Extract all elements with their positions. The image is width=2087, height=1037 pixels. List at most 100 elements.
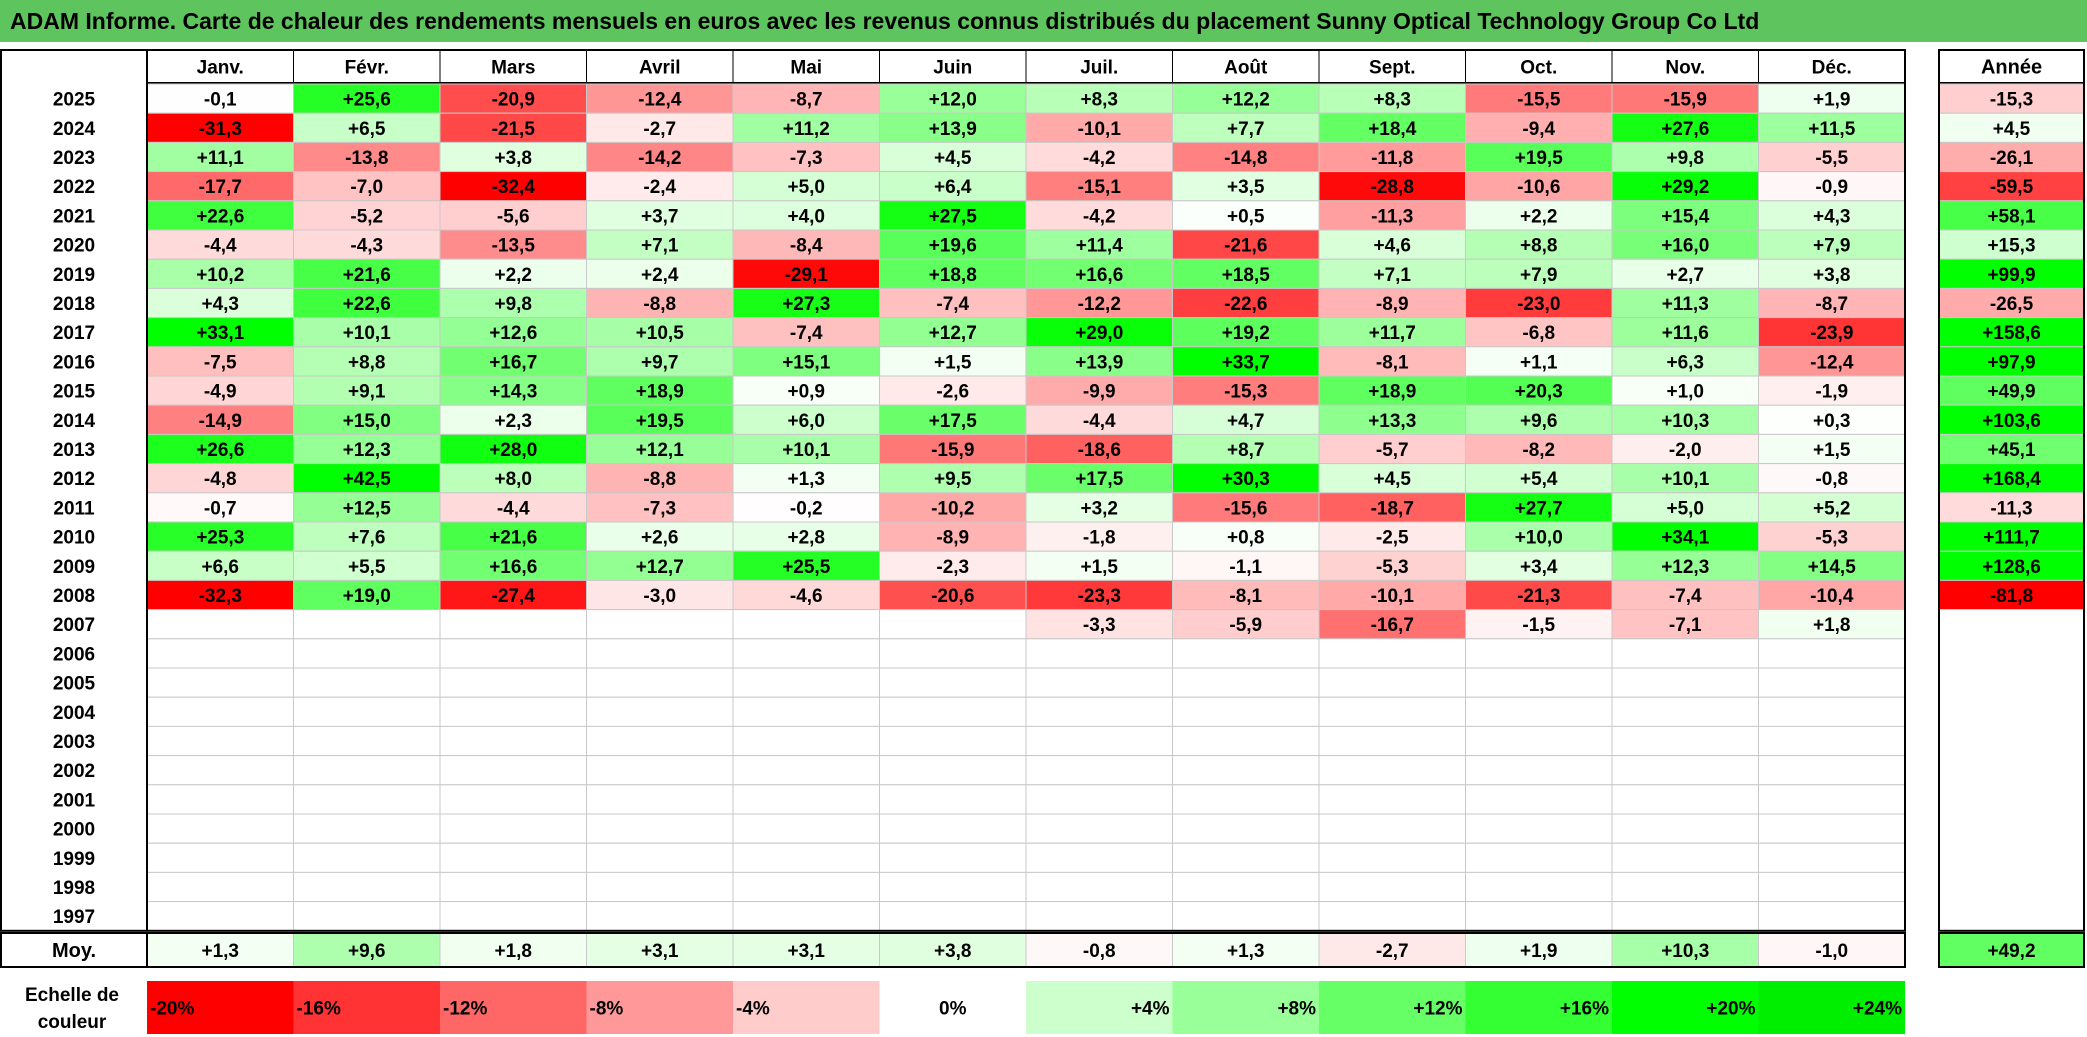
heat-cell — [586, 433, 734, 465]
year-label: 2023 — [53, 148, 95, 169]
scale-step-label: +8% — [1277, 999, 1316, 1020]
cell-value: -11,8 — [1371, 148, 1413, 169]
annual-value: +103,6 — [1982, 411, 2041, 432]
cell-value: +8,3 — [1080, 90, 1118, 111]
cell-value: +1,9 — [1813, 90, 1851, 111]
scale-swatch — [1319, 981, 1466, 1034]
heat-cell — [1611, 871, 1759, 903]
heat-cell — [1758, 901, 1906, 932]
heat-cell — [439, 638, 587, 669]
annual-header: Année — [1981, 57, 2042, 79]
cell-value: +2,6 — [641, 528, 679, 549]
heat-cell — [1611, 696, 1759, 727]
cell-value: +26,6 — [196, 440, 244, 461]
heat-cell — [1611, 258, 1759, 289]
cell-value: +30,3 — [1222, 469, 1270, 490]
heat-cell — [1758, 784, 1906, 815]
heat-cell — [293, 521, 441, 552]
year-label: 2006 — [53, 644, 95, 665]
heat-cell — [586, 784, 734, 815]
heat-cell — [586, 842, 734, 873]
heat-cell — [1025, 755, 1173, 786]
cell-value: +22,6 — [196, 206, 244, 227]
heat-cell — [1318, 346, 1466, 377]
heat-cell — [1318, 317, 1466, 348]
cell-value: -8,8 — [643, 469, 676, 490]
annual-cell — [1939, 872, 2084, 902]
heat-cell — [732, 667, 880, 698]
heat-cell — [879, 784, 1027, 815]
average-value: +1,9 — [1520, 941, 1558, 962]
heat-cell — [1318, 784, 1466, 815]
cell-value: +1,8 — [1813, 615, 1851, 636]
cell-value: -14,2 — [638, 148, 681, 169]
annual-cell — [1939, 726, 2084, 756]
heat-cell — [1172, 755, 1320, 786]
scale-label: couleur — [38, 1012, 107, 1033]
heat-cell — [293, 667, 441, 698]
cell-value: -7,0 — [350, 177, 383, 198]
year-label: 2021 — [53, 206, 96, 227]
heat-cell — [1465, 667, 1613, 698]
year-label: 2004 — [53, 703, 96, 724]
cell-value: -10,6 — [1517, 177, 1560, 198]
year-label: 2010 — [53, 528, 95, 549]
heat-cell — [1611, 755, 1759, 786]
heat-cell — [586, 755, 734, 786]
heat-cell — [586, 696, 734, 727]
cell-value: +6,4 — [934, 177, 972, 198]
annual-value: +128,6 — [1982, 557, 2041, 578]
annual-cell — [1939, 784, 2084, 814]
chart-title: ADAM Informe. Carte de chaleur des rende… — [0, 0, 2087, 42]
cell-value: +16,7 — [489, 352, 537, 373]
cell-value: +18,9 — [1368, 382, 1416, 403]
heat-cell — [146, 287, 294, 319]
heat-cell — [439, 433, 587, 465]
cell-value: -0,7 — [204, 498, 237, 519]
cell-value: -5,3 — [1376, 557, 1409, 578]
scale-step-label: -4% — [736, 999, 770, 1020]
cell-value: +27,7 — [1515, 498, 1563, 519]
heat-cell — [1172, 871, 1320, 903]
heat-cell — [879, 375, 1027, 406]
cell-value: -17,7 — [199, 177, 242, 198]
cell-value: +16,6 — [489, 557, 537, 578]
cell-value: -14,8 — [1224, 148, 1267, 169]
month-header: Févr. — [345, 58, 389, 79]
cell-value: +12,3 — [343, 440, 391, 461]
heat-cell — [1172, 842, 1320, 873]
cell-value: +22,6 — [343, 294, 391, 315]
cell-value: +33,7 — [1222, 352, 1270, 373]
cell-value: -16,7 — [1371, 615, 1414, 636]
scale-step-label: +24% — [1853, 999, 1902, 1020]
cell-value: +8,0 — [494, 469, 532, 490]
heat-cell — [1318, 696, 1466, 727]
cell-value: +11,5 — [1808, 119, 1855, 140]
cell-value: -5,5 — [1815, 148, 1848, 169]
cell-value: -21,6 — [1224, 236, 1267, 257]
heat-cell — [1318, 112, 1466, 143]
heat-cell — [732, 813, 880, 844]
heat-cell — [146, 346, 294, 377]
heat-cell — [1025, 375, 1173, 406]
cell-value: +34,1 — [1661, 528, 1710, 549]
cell-value: +15,1 — [782, 352, 831, 373]
cell-value: +17,5 — [929, 411, 978, 432]
cell-value: +7,1 — [1373, 265, 1411, 286]
cell-value: +10,3 — [1661, 411, 1709, 432]
cell-value: +12,3 — [1661, 557, 1709, 578]
cell-value: +9,7 — [641, 352, 679, 373]
heat-cell — [293, 287, 441, 319]
cell-value: -8,9 — [1376, 294, 1409, 315]
cell-value: -7,3 — [643, 498, 676, 519]
average-value: +3,8 — [934, 941, 972, 962]
year-label: 2007 — [53, 615, 95, 636]
annual-cell — [1939, 697, 2084, 727]
cell-value: +4,5 — [1373, 469, 1411, 490]
heat-cell — [586, 609, 734, 640]
cell-value: +19,2 — [1222, 323, 1270, 344]
heat-cell — [439, 784, 587, 815]
cell-value: -10,1 — [1078, 119, 1122, 140]
heat-cell — [1172, 229, 1320, 260]
heat-cell — [439, 317, 587, 348]
